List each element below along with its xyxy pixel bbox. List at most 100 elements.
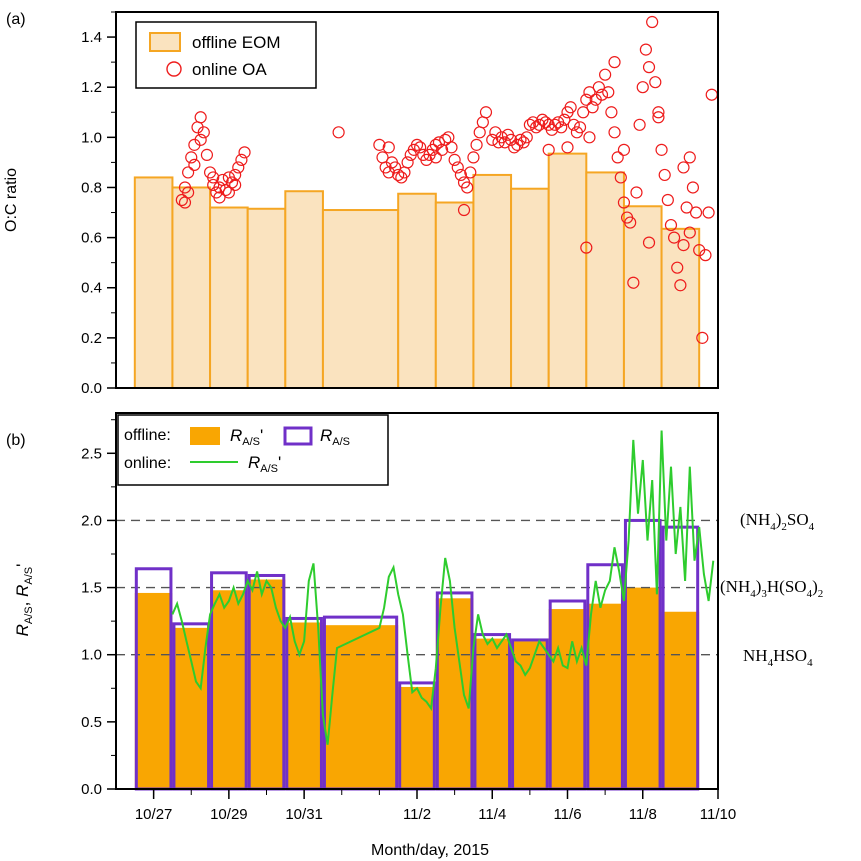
- panel-a-y-tick-label-4: 0.6: [81, 230, 102, 247]
- online-oa-point-119: [630, 186, 643, 199]
- legend-offline-eom-label: offline EOM: [192, 33, 281, 52]
- panel-a: (a) 0.0 0.2 0.4 0.6 0.8 1.0 1.2 1.4 O:C ratio o…: [3, 11, 719, 397]
- online-oa-point-28: [222, 186, 235, 199]
- online-oa-point-141: [699, 249, 712, 262]
- online-oa-point-103: [592, 81, 605, 94]
- online-oa-point-54: [445, 141, 458, 154]
- offline-ras-prime-bar-3: [210, 590, 248, 789]
- online-oa-point-112: [608, 126, 621, 139]
- panel-b-y-tick-label-6: 2.5: [81, 445, 102, 462]
- legend-offline-label: offline:: [124, 427, 171, 444]
- online-oa-point-25: [194, 133, 207, 146]
- panel-a-legend: offline EOM online OA: [135, 21, 317, 89]
- online-oa-point-61: [467, 151, 480, 164]
- online-oa-point-104: [595, 88, 609, 101]
- panel-b-y-tick-label-2: 0.5: [81, 714, 102, 731]
- panel-b-y-axis-label: RA/S, RA/S': [13, 564, 35, 637]
- online-oa-points: [175, 15, 718, 344]
- online-oa-point-123: [642, 61, 656, 74]
- online-oa-point-19: [232, 161, 245, 174]
- offline-ras-prime-bar-12: [586, 603, 624, 789]
- online-oa-point-59: [461, 181, 474, 194]
- online-oa-point-64: [476, 116, 489, 129]
- offline-ras-prime-bar-5: [285, 622, 323, 789]
- online-oa-point-107: [580, 241, 593, 254]
- online-oa-point-20: [235, 153, 248, 166]
- x-axis-label: Month/day, 2015: [371, 842, 489, 859]
- online-oa-point-129: [661, 193, 674, 207]
- online-oa-point-124: [646, 15, 659, 29]
- offline-eom-bar-4: [246, 207, 287, 389]
- online-oa-point-131: [668, 231, 681, 244]
- panel-a-y-tick-label-1: 0.0: [81, 380, 102, 397]
- online-oa-point-4: [185, 151, 198, 164]
- panel-a-y-axis-label: O:C ratio: [3, 168, 20, 232]
- online-oa-point-27: [213, 191, 226, 204]
- online-oa-point-13: [213, 181, 226, 194]
- reference-lines: [116, 519, 718, 656]
- online-oa-point-125: [649, 76, 662, 89]
- online-oa-point-69: [486, 133, 499, 146]
- online-oa-point-106: [561, 141, 574, 154]
- online-oa-point-29: [229, 178, 242, 192]
- legend-offline-ras-prime-label: RA/S': [230, 426, 263, 448]
- online-oa-point-50: [432, 136, 446, 149]
- offline-eom-bar-6: [321, 209, 400, 389]
- panel-a-y-tick-label-5: 0.8: [81, 179, 102, 196]
- online-oa-point-18: [229, 168, 242, 182]
- online-oa-point-37: [392, 168, 405, 182]
- online-oa-point-3: [182, 166, 195, 179]
- online-oa-point-118: [627, 276, 640, 289]
- offline-ras-prime-bar-14: [661, 611, 700, 789]
- online-oa-point-11: [207, 178, 220, 192]
- online-oa-point-23: [182, 186, 195, 199]
- panel-a-label: (a): [6, 11, 26, 28]
- online-oa-point-94: [564, 101, 577, 114]
- offline-ras-prime-bar-9: [473, 638, 512, 789]
- offline-eom-bar-3: [209, 206, 249, 389]
- online-oa-point-98: [577, 106, 590, 119]
- online-oa-point-132: [671, 261, 684, 274]
- online-oa-point-1: [175, 193, 188, 207]
- offline-eom-bar-13: [622, 205, 663, 389]
- legend-offline-eom-swatch: [149, 32, 181, 52]
- x-tick-label-6: 11/6: [553, 806, 581, 823]
- panel-b-y-tick-label-3: 1.0: [81, 647, 102, 664]
- ref-label-nh4-3-h-so4-2: (NH4)3H(SO4)2: [720, 577, 823, 600]
- online-oa-point-55: [448, 153, 461, 166]
- panel-a-y-tick-label-3: 0.4: [81, 280, 102, 297]
- online-oa-point-128: [658, 168, 671, 182]
- online-oa-point-62: [470, 138, 483, 151]
- online-oa-point-144: [608, 56, 621, 69]
- online-oa-point-101: [586, 101, 599, 114]
- online-oa-point-15: [219, 183, 232, 197]
- online-oa-point-127: [655, 143, 668, 156]
- offline-eom-bars: [133, 152, 701, 389]
- panel-b-y-tick-label-5: 2.0: [81, 512, 102, 529]
- panel-b-label: (b): [6, 432, 26, 449]
- online-oa-point-63: [473, 126, 486, 139]
- online-oa-point-114: [614, 171, 627, 184]
- panel-b: (b) 0.0 0.5 1.0 1.5 2.0 2.5 10/27 10/29 10/31 11…: [6, 412, 823, 859]
- online-oa-point-133: [674, 279, 687, 292]
- online-oa-point-76: [508, 141, 521, 154]
- online-oa-point-78: [514, 133, 527, 146]
- online-oa-point-57: [454, 168, 467, 182]
- online-oa-point-30: [332, 126, 345, 139]
- online-oa-point-56: [451, 161, 464, 174]
- offline-ras-prime-bars: [134, 579, 700, 789]
- online-oa-point-136: [683, 151, 696, 164]
- online-oa-point-108: [583, 131, 596, 144]
- online-oa-point-111: [605, 106, 618, 119]
- offline-eom-bar-12: [585, 171, 625, 389]
- panel-a-y-tick-label-7: 1.2: [81, 79, 102, 96]
- online-oa-point-80: [520, 131, 533, 144]
- ref-label-nh4-hso4: NH4HSO4: [743, 646, 813, 669]
- online-oa-point-26: [207, 171, 220, 184]
- offline-eom-bar-1: [133, 176, 174, 389]
- online-oa-point-149: [683, 226, 696, 239]
- offline-eom-bar-7: [397, 192, 437, 389]
- x-tick-label-3: 10/31: [285, 806, 323, 823]
- panel-a-y-tick-label-6: 1.0: [81, 129, 102, 146]
- online-oa-point-83: [530, 121, 543, 134]
